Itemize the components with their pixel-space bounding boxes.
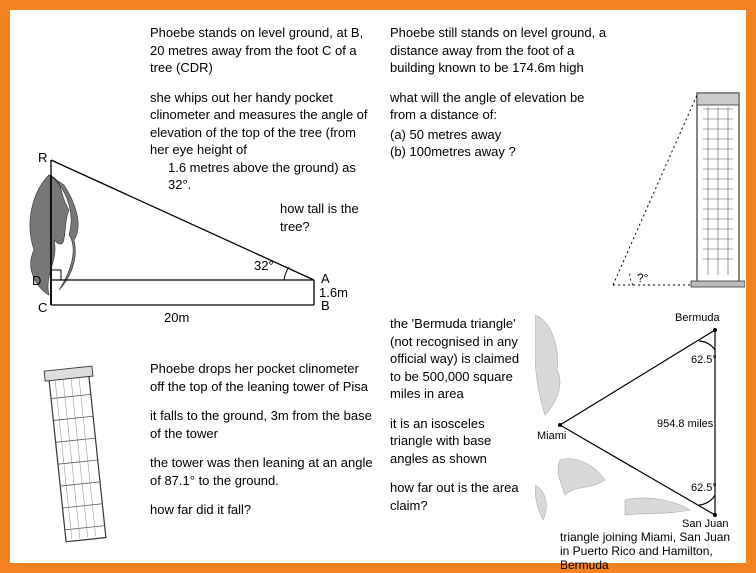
label-miami: Miami <box>537 430 566 442</box>
problem4-text: the 'Bermuda triangle' (not recognised i… <box>390 315 530 526</box>
problem2-text: Phoebe still stands on level ground, a d… <box>390 24 610 161</box>
label-R: R <box>38 150 47 165</box>
p3-para3: the tower was then leaning at an angle o… <box>150 454 375 489</box>
label-20m: 20m <box>164 310 189 325</box>
label-B: B <box>321 298 330 313</box>
label-C: C <box>38 300 47 315</box>
p4-para1: the 'Bermuda triangle' (not recognised i… <box>390 315 530 403</box>
triangle: R D C A B 32° 1.6m 20m <box>32 150 348 325</box>
p3-q: how far did it fall? <box>150 501 375 519</box>
problem1-diagram: R D C A B 32° 1.6m 20m <box>14 140 354 330</box>
p2-opt-a: (a) 50 metres away <box>390 126 610 144</box>
p2-para2: what will the angle of elevation be from… <box>390 89 610 124</box>
label-bermuda: Bermuda <box>675 312 721 324</box>
p4-q: how far out is the area claim? <box>390 479 530 514</box>
building-icon <box>691 93 745 287</box>
label-sanjuan: San Juan <box>682 518 728 530</box>
p4-para2: it is an isosceles triangle with base an… <box>390 415 530 468</box>
problem4-caption: triangle joining Miami, San Juan in Puer… <box>560 530 740 572</box>
label-side: 954.8 miles <box>657 418 714 430</box>
label-angle-top: 62.5° <box>691 354 717 366</box>
label-angle-bot: 62.5° <box>691 482 717 494</box>
pisa-diagram <box>28 360 138 560</box>
label-D: D <box>32 273 41 288</box>
label-A: A <box>321 271 330 286</box>
label-angle: 32° <box>254 258 274 273</box>
p2-opt-b: (b) 100metres away ? <box>390 143 610 161</box>
pisa-tower-icon <box>44 366 110 542</box>
p2-para1: Phoebe still stands on level ground, a d… <box>390 24 610 77</box>
p1-para1: Phoebe stands on level ground, at B, 20 … <box>150 24 375 77</box>
problem4-diagram: Bermuda 62.5° Miami 954.8 miles 62.5° Sa… <box>535 305 745 530</box>
p3-para1: Phoebe drops her pocket clinometer off t… <box>150 360 375 395</box>
angle-unknown: ?° <box>637 271 649 285</box>
problem3-text: Phoebe drops her pocket clinometer off t… <box>150 360 375 531</box>
p3-para2: it falls to the ground, 3m from the base… <box>150 407 375 442</box>
label-1p6m: 1.6m <box>319 285 348 300</box>
problem2-diagram: ?° <box>605 85 745 300</box>
